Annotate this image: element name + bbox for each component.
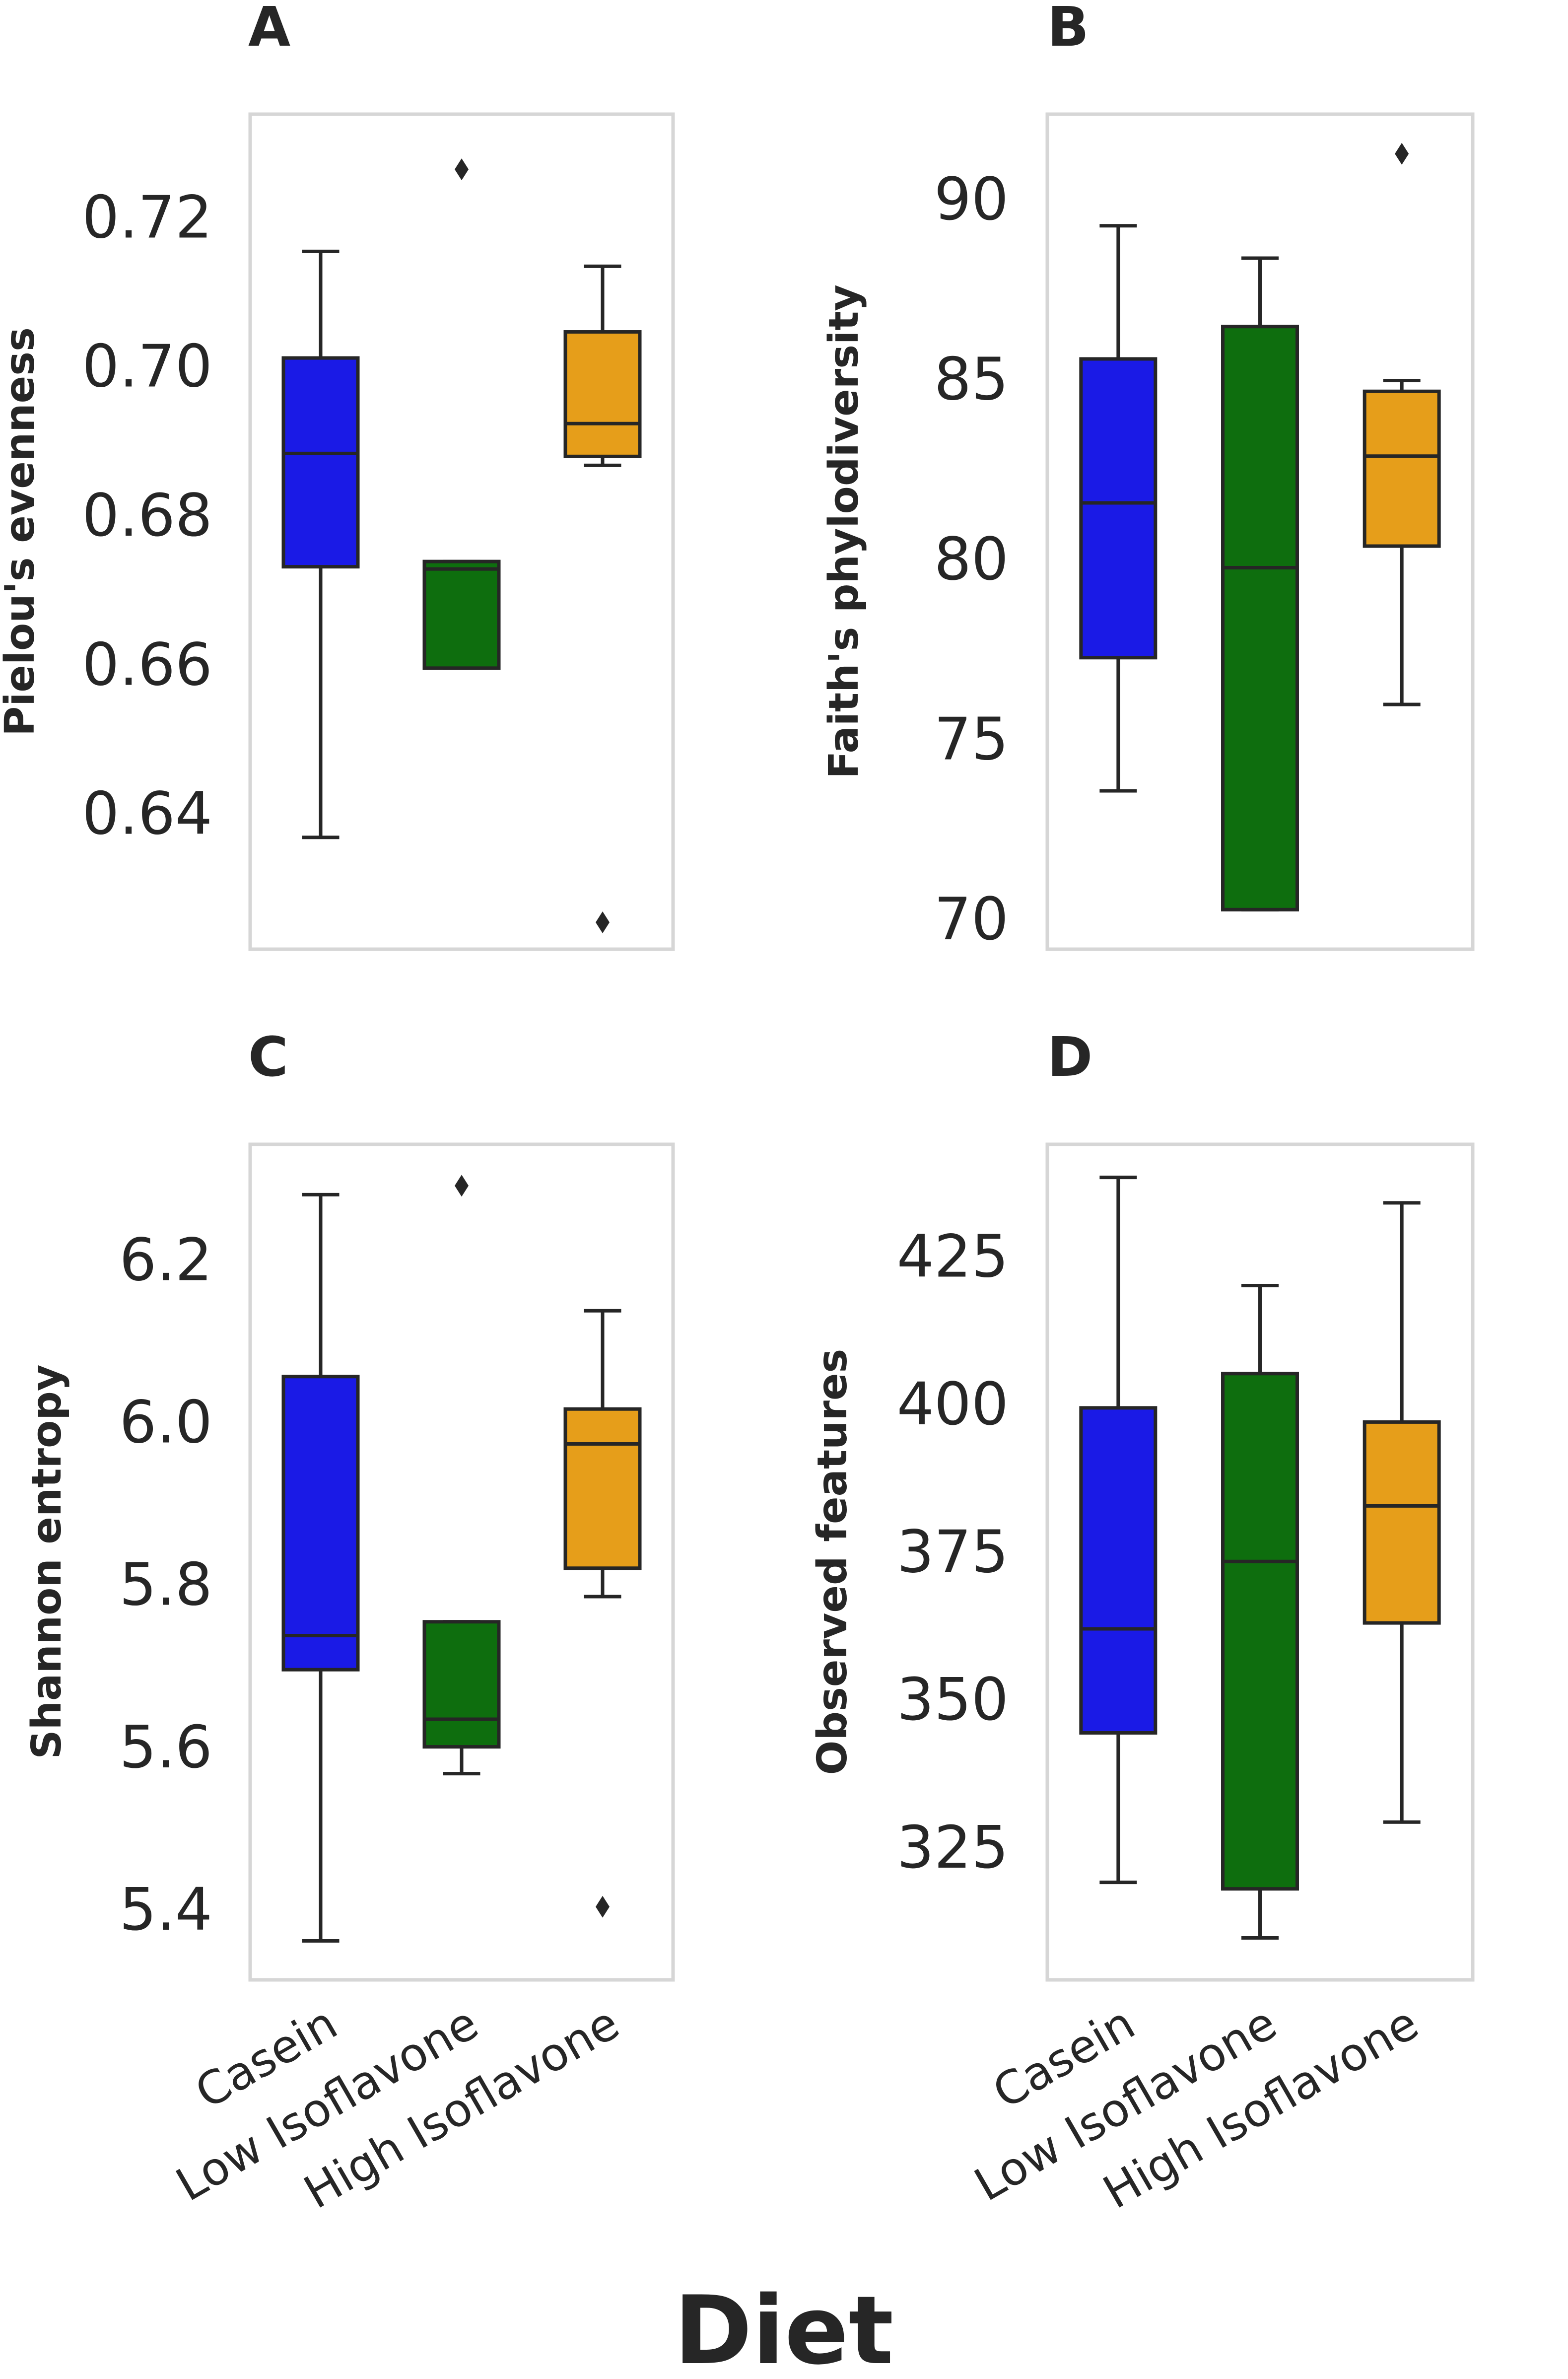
panel-label: B [1047,0,1089,59]
y-ticks: 0.64 0.66 0.68 0.70 0.72 [82,183,212,847]
iqr-box [1079,1406,1158,1735]
iqr-box [422,560,501,670]
boxes [1079,142,1441,911]
boxes [281,1175,642,1943]
panel-b: B Faith's phylodiversity 70 75 80 85 90 [820,0,1475,953]
y-tick-label: 6.2 [119,1226,212,1294]
box-group-casein [1079,224,1158,793]
y-axis-label: Shannon entropy [23,1365,70,1759]
y-tick-label: 5.8 [119,1550,212,1619]
outlier-point [455,1175,469,1197]
outlier-point [596,911,610,933]
box-group-high-isoflavone [1363,1201,1441,1824]
y-axis-label: Faith's phylodiversity [820,284,868,779]
box-group-low-isoflavone [422,158,501,670]
outlier-point [455,158,469,181]
y-tick-label: 0.68 [82,481,212,550]
box-group-casein [1079,1176,1158,1885]
y-axis-label: Observed features [809,1349,856,1775]
y-tick-label: 6.0 [119,1388,212,1457]
plot-frame [1045,1142,1475,1982]
outlier-point [596,1895,610,1918]
box-group-casein [281,1192,360,1943]
y-tick-label: 90 [934,165,1009,233]
y-tick-label: 350 [897,1665,1009,1734]
boxes [1079,1176,1441,1940]
y-axis-label: Pielou's evenness [0,327,44,736]
y-tick-label: 325 [897,1813,1009,1882]
panel-label: C [248,1025,288,1089]
panel-c: C Shannon entropy 5.4 5.6 5.8 6.0 6.2 [23,1025,675,1982]
panel-label: D [1047,1025,1092,1089]
y-tick-label: 5.4 [119,1875,212,1944]
y-tick-label: 375 [897,1518,1009,1586]
y-tick-label: 70 [934,885,1009,953]
box-group-high-isoflavone [563,1309,642,1918]
iqr-box [422,1620,501,1749]
x-axis-title: Diet [674,2276,894,2379]
box-group-high-isoflavone [1363,142,1441,706]
iqr-box [281,1375,360,1672]
y-tick-label: 0.66 [82,630,212,699]
y-tick-label: 85 [934,345,1009,414]
y-tick-label: 75 [934,705,1009,773]
box-group-low-isoflavone [1221,256,1299,911]
box-group-low-isoflavone [1221,1283,1299,1940]
iqr-box [1221,325,1299,911]
outlier-point [1395,142,1409,165]
plot-frame [1045,112,1475,951]
y-ticks: 5.4 5.6 5.8 6.0 6.2 [119,1226,212,1944]
y-tick-label: 0.72 [82,183,212,251]
plot-frame [248,112,675,951]
panel-a: A Pielou's evenness 0.64 0.66 0.68 0.70 0.72 [0,0,675,951]
boxes [281,158,642,933]
box-group-high-isoflavone [563,264,642,933]
iqr-box [563,1407,642,1570]
iqr-box [1363,1420,1441,1625]
iqr-box [1363,389,1441,548]
y-tick-label: 0.70 [82,332,212,401]
y-ticks: 325 350 375 400 425 [897,1222,1009,1882]
box-group-casein [281,249,360,840]
box-group-low-isoflavone [422,1175,501,1776]
iqr-box [1079,357,1158,660]
panel-label: A [248,0,290,59]
y-tick-label: 400 [897,1370,1009,1438]
panel-d: D Observed features 325 350 375 400 425 [809,1025,1475,1982]
y-tick-label: 0.64 [82,779,212,848]
y-tick-label: 80 [934,525,1009,593]
y-ticks: 70 75 80 85 90 [934,165,1009,953]
iqr-box [1221,1372,1299,1891]
y-tick-label: 5.6 [119,1713,212,1781]
iqr-box [563,330,642,458]
plot-frame [248,1142,675,1982]
iqr-box [281,356,360,569]
y-tick-label: 425 [897,1222,1009,1291]
